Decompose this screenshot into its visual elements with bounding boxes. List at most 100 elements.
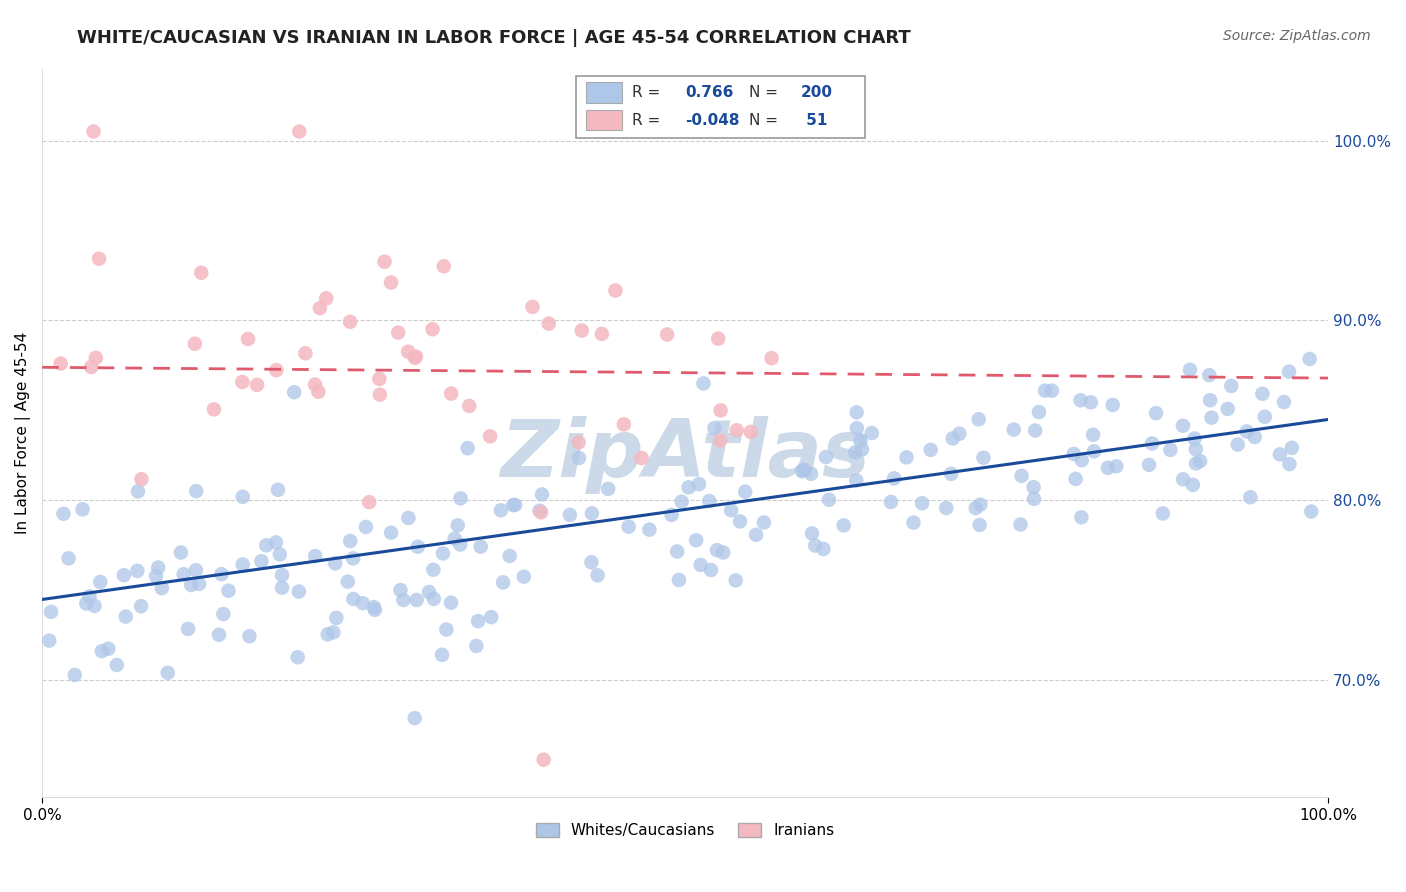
Point	[591, 326, 613, 341]
Point	[1239, 490, 1261, 504]
Point	[844, 445, 866, 459]
Point	[156, 665, 179, 680]
Point	[238, 629, 260, 643]
Point	[148, 560, 170, 574]
Point	[180, 578, 202, 592]
Point	[404, 711, 426, 725]
Point	[1070, 453, 1092, 467]
Point	[849, 434, 872, 448]
Point	[896, 450, 918, 465]
Point	[537, 317, 560, 331]
Point	[150, 581, 173, 595]
Point	[49, 357, 72, 371]
Point	[336, 574, 359, 589]
Point	[211, 567, 233, 582]
Point	[530, 505, 553, 519]
Point	[184, 336, 207, 351]
Point	[1199, 393, 1222, 408]
Point	[131, 472, 153, 486]
Point	[433, 260, 456, 274]
Point	[1144, 406, 1167, 420]
Point	[177, 622, 200, 636]
Point	[283, 385, 305, 400]
Point	[105, 658, 128, 673]
Point	[269, 548, 291, 562]
Point	[75, 597, 97, 611]
Point	[745, 528, 768, 542]
Point	[530, 487, 553, 501]
Point	[250, 554, 273, 568]
Point	[449, 537, 471, 551]
Point	[465, 639, 488, 653]
Point	[1185, 442, 1208, 457]
Point	[880, 495, 903, 509]
Point	[434, 623, 457, 637]
Point	[502, 498, 524, 512]
Point	[90, 644, 112, 658]
Point	[430, 648, 453, 662]
Point	[325, 611, 347, 625]
Point	[1097, 461, 1119, 475]
Text: -0.048: -0.048	[685, 112, 740, 128]
Point	[288, 584, 311, 599]
Text: WHITE/CAUCASIAN VS IRANIAN IN LABOR FORCE | AGE 45-54 CORRELATION CHART: WHITE/CAUCASIAN VS IRANIAN IN LABOR FORC…	[77, 29, 911, 46]
Point	[208, 628, 231, 642]
Point	[1063, 447, 1085, 461]
Point	[1278, 457, 1301, 471]
Point	[1080, 395, 1102, 409]
Point	[114, 609, 136, 624]
Point	[709, 403, 731, 417]
Point	[79, 590, 101, 604]
Point	[354, 520, 377, 534]
Point	[450, 491, 472, 506]
Point	[127, 564, 149, 578]
Point	[89, 574, 111, 589]
Point	[818, 492, 841, 507]
Point	[467, 614, 489, 628]
Point	[533, 753, 555, 767]
Point	[724, 574, 747, 588]
Point	[678, 480, 700, 494]
Point	[1220, 379, 1243, 393]
Point	[363, 600, 385, 615]
Point	[1022, 491, 1045, 506]
Point	[706, 543, 728, 558]
Point	[1083, 444, 1105, 458]
Text: 0.766: 0.766	[685, 85, 734, 100]
Point	[617, 519, 640, 533]
Point	[851, 442, 873, 457]
Point	[470, 540, 492, 554]
Point	[740, 425, 762, 439]
Point	[948, 426, 970, 441]
Point	[661, 508, 683, 522]
Point	[581, 506, 603, 520]
Point	[39, 605, 62, 619]
Point	[80, 359, 103, 374]
Point	[697, 494, 720, 508]
Point	[1137, 458, 1160, 472]
Point	[380, 525, 402, 540]
Point	[613, 417, 636, 432]
Point	[323, 557, 346, 571]
Point	[145, 569, 167, 583]
Point	[422, 322, 444, 336]
Point	[800, 467, 823, 481]
Point	[307, 384, 329, 399]
Point	[939, 467, 962, 481]
Point	[264, 535, 287, 549]
Point	[404, 351, 426, 365]
Point	[267, 483, 290, 497]
Point	[271, 568, 294, 582]
Point	[422, 563, 444, 577]
Point	[392, 593, 415, 607]
Point	[942, 432, 965, 446]
Point	[1064, 472, 1087, 486]
Text: 200: 200	[801, 85, 832, 100]
Text: Source: ZipAtlas.com: Source: ZipAtlas.com	[1223, 29, 1371, 43]
Point	[266, 363, 288, 377]
Point	[1278, 365, 1301, 379]
Point	[84, 351, 107, 365]
Point	[845, 474, 868, 488]
Point	[522, 300, 544, 314]
Point	[1171, 418, 1194, 433]
